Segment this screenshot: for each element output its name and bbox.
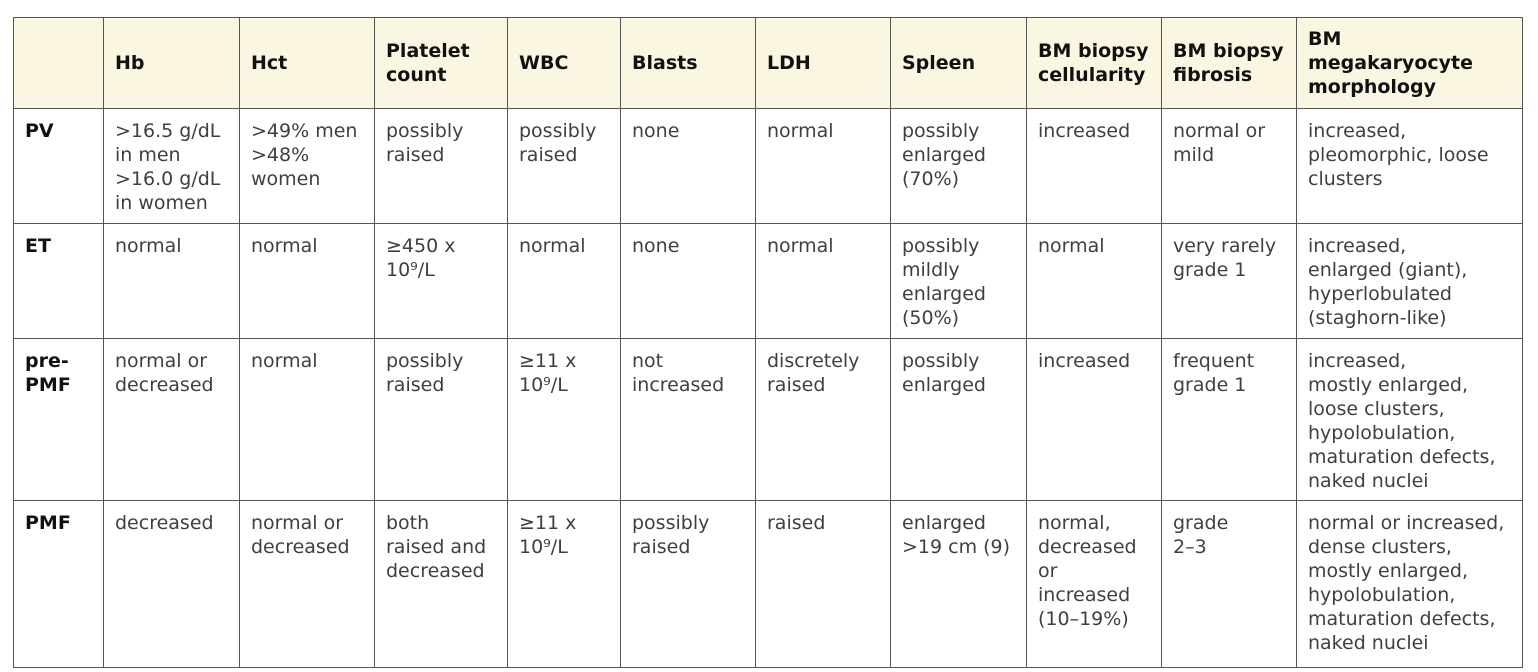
table-cell: decreased [103, 500, 240, 668]
table-cell: increased [1026, 338, 1162, 501]
table-row: ET normal normal ≥450 x 10⁹/L normal non… [13, 223, 1523, 339]
table-cell: increased, mostly enlarged, loose cluste… [1296, 338, 1523, 501]
row-label-et: ET [13, 223, 104, 339]
table-cell: increased, enlarged (giant), hyperlobula… [1296, 223, 1523, 339]
table-cell: normal [755, 223, 891, 339]
table-cell: normal or mild [1161, 108, 1297, 224]
row-label-pre-pmf: pre- PMF [13, 338, 104, 501]
header-blasts: Blasts [620, 17, 756, 109]
table-cell: possibly raised [374, 338, 508, 501]
header-spleen: Spleen [890, 17, 1027, 109]
table-cell: normal [239, 338, 375, 501]
header-hb: Hb [103, 17, 240, 109]
table-cell: ≥11 x 10⁹/L [507, 500, 621, 668]
header-ldh: LDH [755, 17, 891, 109]
table-row: PV >16.5 g/dL in men >16.0 g/dL in women… [13, 108, 1523, 224]
table-cell: ≥11 x 10⁹/L [507, 338, 621, 501]
table-cell: normal [1026, 223, 1162, 339]
header-bm-fibrosis: BM biopsy fibrosis [1161, 17, 1297, 109]
table-cell: not increased [620, 338, 756, 501]
header-corner [13, 17, 104, 109]
table-cell: possibly raised [507, 108, 621, 224]
table-cell: normal [239, 223, 375, 339]
header-platelet-count: Platelet count [374, 17, 508, 109]
table-cell: normal or decreased [103, 338, 240, 501]
table-cell: grade 2–3 [1161, 500, 1297, 668]
comparison-table-container: Hb Hct Platelet count WBC Blasts LDH Spl… [13, 17, 1523, 668]
table-cell: normal [103, 223, 240, 339]
table-cell: possibly raised [620, 500, 756, 668]
row-label-pmf: PMF [13, 500, 104, 668]
table-cell: enlarged >19 cm (9) [890, 500, 1027, 668]
table-cell: frequent grade 1 [1161, 338, 1297, 501]
header-bm-megakaryocyte-morphology: BM megakaryocyte morphology [1296, 17, 1523, 109]
table-cell: increased [1026, 108, 1162, 224]
table-cell: discretely raised [755, 338, 891, 501]
table-cell: ≥450 x 10⁹/L [374, 223, 508, 339]
row-label-pv: PV [13, 108, 104, 224]
table-row: PMF decreased normal or decreased both r… [13, 500, 1523, 668]
table-row: pre- PMF normal or decreased normal poss… [13, 338, 1523, 501]
table-cell: possibly mildly enlarged (50%) [890, 223, 1027, 339]
table-cell: normal or decreased [239, 500, 375, 668]
table-cell: >49% men >48% women [239, 108, 375, 224]
header-row: Hb Hct Platelet count WBC Blasts LDH Spl… [13, 17, 1523, 109]
table-cell: possibly raised [374, 108, 508, 224]
table-cell: normal, decreased or increased (10–19%) [1026, 500, 1162, 668]
table-cell: both raised and decreased [374, 500, 508, 668]
table-cell: possibly enlarged [890, 338, 1027, 501]
header-bm-cellularity: BM biopsy cellularity [1026, 17, 1162, 109]
table-cell: increased, pleomorphic, loose clusters [1296, 108, 1523, 224]
table-cell: none [620, 223, 756, 339]
comparison-table: Hb Hct Platelet count WBC Blasts LDH Spl… [13, 17, 1523, 668]
table-cell: normal or increased, dense clusters, mos… [1296, 500, 1523, 668]
table-cell: raised [755, 500, 891, 668]
table-cell: possibly enlarged (70%) [890, 108, 1027, 224]
header-wbc: WBC [507, 17, 621, 109]
table-cell: >16.5 g/dL in men >16.0 g/dL in women [103, 108, 240, 224]
table-cell: normal [755, 108, 891, 224]
table-cell: normal [507, 223, 621, 339]
table-cell: none [620, 108, 756, 224]
header-hct: Hct [239, 17, 375, 109]
table-cell: very rarely grade 1 [1161, 223, 1297, 339]
